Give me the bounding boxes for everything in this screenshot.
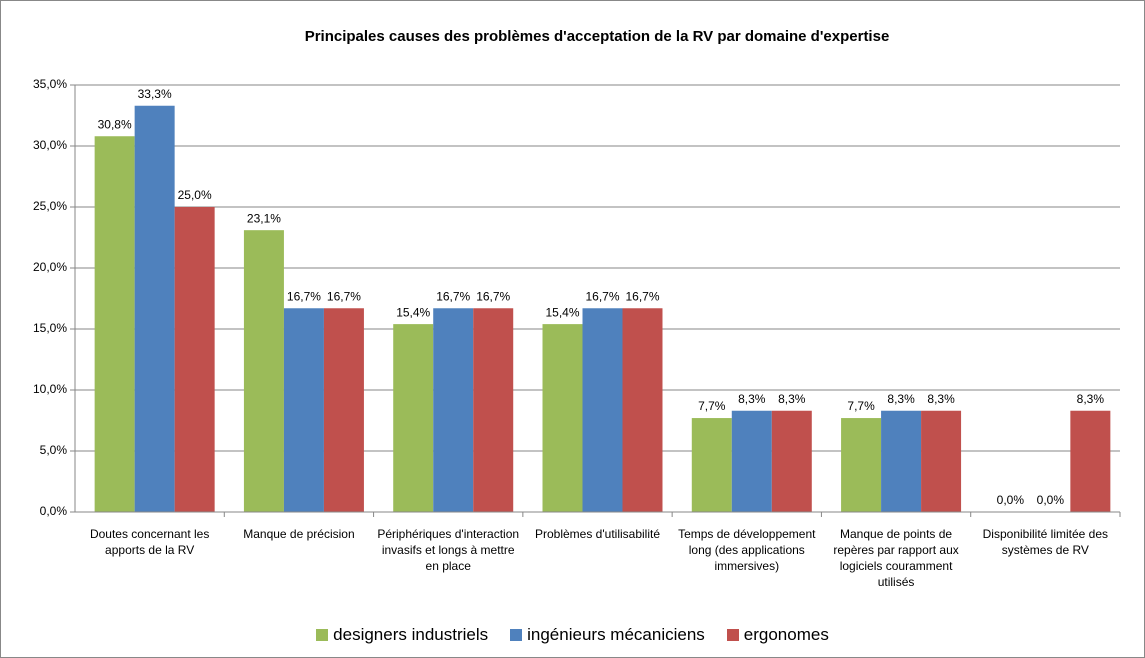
data-label: 16,7% — [287, 289, 321, 303]
y-tick-label: 5,0% — [40, 443, 68, 457]
data-label: 15,4% — [396, 305, 430, 319]
data-label: 23,1% — [247, 211, 281, 225]
data-label: 8,3% — [927, 392, 955, 406]
legend: designers industriels ingénieurs mécanici… — [0, 625, 1145, 645]
data-label: 8,3% — [738, 392, 766, 406]
y-tick-label: 0,0% — [40, 504, 68, 518]
data-label: 30,8% — [98, 117, 132, 131]
bar — [582, 308, 623, 512]
bar — [841, 418, 882, 512]
data-label: 7,7% — [847, 399, 875, 413]
bar — [921, 410, 962, 512]
bar — [243, 230, 284, 512]
bar — [134, 105, 175, 513]
legend-label: designers industriels — [333, 625, 489, 644]
y-tick-label: 35,0% — [33, 77, 67, 91]
data-label: 8,3% — [887, 392, 915, 406]
y-tick-label: 25,0% — [33, 199, 67, 213]
x-tick-label: Manque de points de repères par rapport … — [833, 527, 959, 589]
legend-item: ergonomes — [726, 625, 829, 645]
y-tick-label: 10,0% — [33, 382, 67, 396]
legend-swatch — [510, 629, 523, 641]
legend-item: designers industriels — [316, 625, 488, 645]
bar — [393, 324, 434, 512]
bar — [691, 418, 732, 512]
data-label: 8,3% — [778, 392, 806, 406]
data-label: 7,7% — [698, 399, 726, 413]
y-tick-label: 30,0% — [33, 138, 67, 152]
legend-label: ergonomes — [743, 625, 829, 644]
legend-label: ingénieurs mécaniciens — [527, 625, 705, 644]
bar — [1070, 410, 1111, 512]
x-tick-label: Périphériques d'interaction invasifs et … — [377, 527, 520, 573]
data-label: 16,7% — [625, 289, 659, 303]
bar — [94, 136, 135, 513]
legend-swatch — [726, 629, 739, 641]
x-tick-label: Disponibilité limitée des systèmes de RV — [982, 527, 1109, 557]
data-label: 16,7% — [327, 289, 361, 303]
chart-title: Principales causes des problèmes d'accep… — [305, 28, 890, 45]
bar — [731, 410, 772, 512]
legend-item: ingénieurs mécaniciens — [510, 625, 705, 645]
bar — [542, 324, 583, 512]
bar — [283, 308, 324, 512]
x-tick-label: Temps de développement long (des applica… — [678, 527, 816, 573]
data-label: 16,7% — [476, 289, 510, 303]
y-tick-label: 15,0% — [33, 321, 67, 335]
bar — [622, 308, 663, 512]
bar — [323, 308, 364, 512]
data-label: 8,3% — [1077, 392, 1105, 406]
y-tick-label: 20,0% — [33, 260, 67, 274]
data-label: 25,0% — [178, 188, 212, 202]
x-tick-label: Manque de précision — [243, 527, 355, 541]
data-label: 33,3% — [138, 87, 172, 101]
legend-swatch — [316, 629, 329, 641]
data-label: 0,0% — [1037, 493, 1065, 507]
bar — [433, 308, 474, 512]
data-label: 16,7% — [585, 289, 619, 303]
data-label: 0,0% — [997, 493, 1025, 507]
bar — [174, 207, 215, 512]
bar — [771, 410, 812, 512]
x-tick-label: Doutes concernant les apports de la RV — [89, 527, 210, 557]
bar — [881, 410, 922, 512]
data-label: 15,4% — [545, 305, 579, 319]
x-tick-label: Problèmes d'utilisabilité — [534, 527, 660, 541]
bar — [473, 308, 514, 512]
data-label: 16,7% — [436, 289, 470, 303]
